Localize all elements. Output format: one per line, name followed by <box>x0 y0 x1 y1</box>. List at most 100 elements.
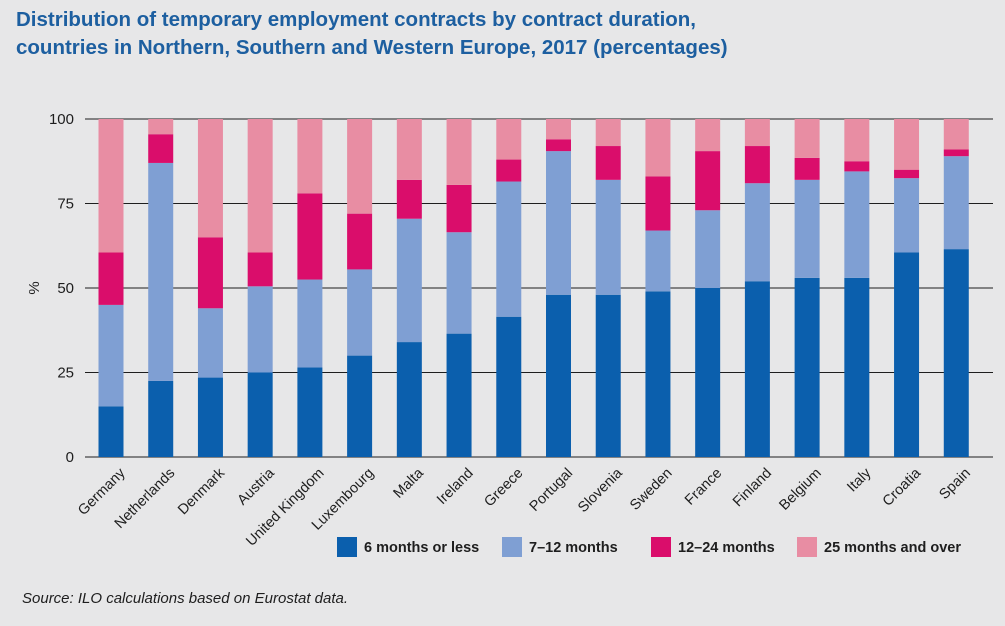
source-note: Source: ILO calculations based on Eurost… <box>22 590 349 607</box>
bar-segment-united-kingdom-s1 <box>297 367 323 457</box>
bar-segment-belgium-s3 <box>794 157 820 180</box>
bar-segment-france-s1 <box>695 288 721 457</box>
bar-segment-luxembourg-s3 <box>347 213 373 270</box>
bar-segment-netherlands-s2 <box>148 162 174 381</box>
x-tick-label: Italy <box>844 465 875 496</box>
bar-segment-portugal-s4 <box>546 119 571 140</box>
chart-title-line-1: Distribution of temporary employment con… <box>16 8 697 31</box>
bar-segment-belgium-s4 <box>794 119 820 158</box>
legend-label: 7–12 months <box>529 540 618 556</box>
bar-segment-denmark-s4 <box>197 119 223 238</box>
bar-segment-greece-s1 <box>496 316 522 457</box>
legend-swatch <box>797 537 817 557</box>
x-tick-label: France <box>682 465 725 508</box>
bar-segment-finland-s1 <box>744 281 770 457</box>
x-tick-label: Belgium <box>776 465 824 513</box>
bar-segment-greece-s2 <box>496 181 522 317</box>
bar-segment-luxembourg-s2 <box>347 269 373 356</box>
bar-segment-croatia-s3 <box>894 169 920 179</box>
bar-segment-greece-s4 <box>496 119 522 160</box>
bar-segment-malta-s1 <box>396 342 422 457</box>
bar-segment-france-s4 <box>695 119 721 152</box>
bar-segment-sweden-s4 <box>645 119 671 177</box>
bar-segment-slovenia-s3 <box>595 146 621 180</box>
bar-segment-france-s2 <box>695 210 721 288</box>
legend-swatch <box>337 537 357 557</box>
bar-segment-finland-s3 <box>744 146 770 184</box>
x-tick-label: Greece <box>481 465 526 510</box>
bar-segment-denmark-s1 <box>197 377 223 457</box>
bar-segment-portugal-s2 <box>546 151 571 295</box>
bar-segment-ireland-s2 <box>446 232 472 334</box>
y-tick-label: 75 <box>57 196 74 213</box>
x-tick-label: Sweden <box>627 465 675 513</box>
y-tick-label: 100 <box>49 111 74 128</box>
bar-segment-italy-s2 <box>844 171 870 278</box>
legend-swatch <box>651 537 671 557</box>
x-tick-label: Croatia <box>880 465 925 510</box>
bar-segment-finland-s2 <box>744 183 770 282</box>
legend-swatch <box>502 537 522 557</box>
bar-segment-malta-s2 <box>396 218 422 343</box>
bar-segment-malta-s3 <box>396 179 422 219</box>
bar-segment-austria-s2 <box>247 286 273 373</box>
legend: 6 months or less 7–12 months 12–24 months 2… <box>337 537 961 557</box>
bar-segment-united-kingdom-s2 <box>297 279 323 368</box>
bar-segment-united-kingdom-s3 <box>297 193 323 280</box>
x-tick-label: Finland <box>730 465 775 510</box>
bar-segment-luxembourg-s4 <box>347 119 373 214</box>
chart-title: Distribution of temporary employment con… <box>16 6 976 62</box>
bar-segment-italy-s4 <box>844 119 870 162</box>
bar-segment-italy-s1 <box>844 277 870 457</box>
bar-segment-netherlands-s3 <box>148 134 174 163</box>
bar-segment-spain-s1 <box>943 249 969 457</box>
x-tick-label: Austria <box>235 465 279 509</box>
bar-segment-spain-s4 <box>943 119 969 150</box>
legend-label: 12–24 months <box>678 540 775 556</box>
y-axis-label: % <box>26 281 43 294</box>
bar-segment-slovenia-s1 <box>595 294 621 457</box>
bar-segment-ireland-s4 <box>446 119 472 185</box>
bar-segment-portugal-s3 <box>546 139 571 152</box>
bar-segment-croatia-s4 <box>894 119 920 170</box>
bar-segment-ireland-s3 <box>446 184 472 233</box>
bar-segment-germany-s4 <box>98 119 124 253</box>
bar-segment-luxembourg-s1 <box>347 355 373 457</box>
grid-layer <box>85 118 993 458</box>
x-tick-label: Portugal <box>527 465 577 515</box>
bar-segment-greece-s3 <box>496 159 522 182</box>
bar-segment-belgium-s1 <box>794 277 820 457</box>
chart-title-line-2: countries in Northern, Southern and West… <box>16 36 728 59</box>
legend-label: 6 months or less <box>364 540 479 556</box>
y-tick-label: 0 <box>66 449 74 466</box>
bar-segment-netherlands-s1 <box>148 380 174 457</box>
bar-segment-austria-s1 <box>247 372 273 457</box>
bar-segment-croatia-s1 <box>894 252 920 457</box>
bar-segment-portugal-s1 <box>546 294 571 457</box>
bar-segment-malta-s4 <box>396 119 422 180</box>
bar-segment-spain-s3 <box>943 149 969 157</box>
bar-segment-united-kingdom-s4 <box>297 119 323 194</box>
bar-segment-denmark-s2 <box>197 308 223 378</box>
bar-segment-austria-s3 <box>247 252 273 287</box>
bar-segment-denmark-s3 <box>197 237 223 309</box>
legend-label: 25 months and over <box>824 540 961 556</box>
bar-segment-germany-s1 <box>98 406 124 457</box>
bar-segment-germany-s3 <box>98 252 124 305</box>
bar-segment-austria-s4 <box>247 119 273 253</box>
bar-layer <box>98 119 969 457</box>
bar-segment-slovenia-s2 <box>595 179 621 295</box>
x-tick-label: Spain <box>936 465 974 503</box>
y-tick-label: 50 <box>57 280 74 297</box>
bar-segment-ireland-s1 <box>446 333 472 457</box>
x-tick-label: Ireland <box>434 465 477 508</box>
bar-segment-italy-s3 <box>844 161 870 172</box>
x-tick-label: Denmark <box>175 465 228 518</box>
bar-segment-spain-s2 <box>943 156 969 250</box>
bar-segment-sweden-s1 <box>645 291 671 457</box>
x-tick-label: Malta <box>391 465 428 502</box>
bar-segment-germany-s2 <box>98 304 124 407</box>
bar-segment-netherlands-s4 <box>148 119 174 135</box>
bar-segment-sweden-s2 <box>645 230 671 292</box>
bar-segment-france-s3 <box>695 151 721 211</box>
